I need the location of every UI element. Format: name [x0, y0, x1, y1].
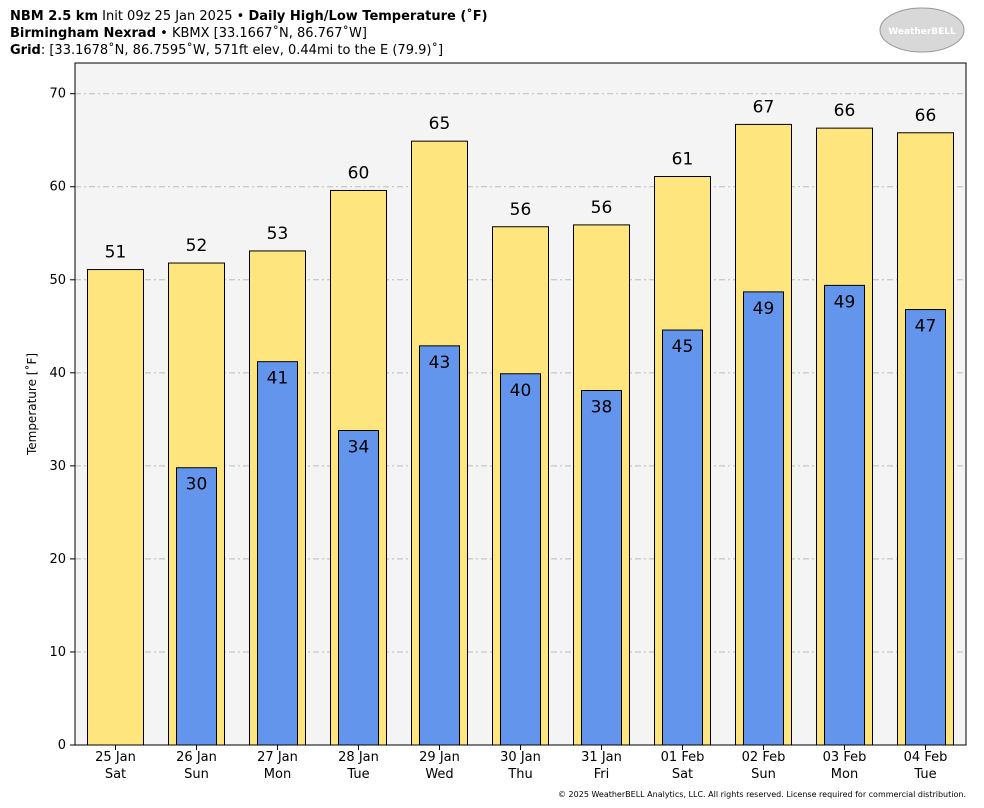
logo-shape: [879, 7, 965, 53]
station-info: • KBMX [33.1667˚N, 86.767˚W]: [160, 25, 367, 41]
x-tick-label: 30 Jan: [500, 750, 541, 765]
value-label: 45: [672, 337, 694, 357]
plot: 0 10 20 30 40 50 60 70 51 25 Jan Sat 52 30 26 Jan Sun 5…: [49, 62, 967, 782]
bar: [743, 291, 784, 746]
value-label: 52: [186, 236, 208, 256]
chart-title: Daily High/Low Temperature (˚F): [248, 8, 487, 24]
x-tick-weekday: Sun: [751, 767, 776, 782]
value-label: 30: [186, 475, 208, 495]
x-tick-label: 28 Jan: [338, 750, 379, 765]
x-tick-label: 25 Jan: [95, 750, 136, 765]
value-label: 67: [753, 97, 775, 117]
bar: [176, 467, 217, 746]
x-tick-label: 26 Jan: [176, 750, 217, 765]
x-tick-weekday: Fri: [594, 767, 610, 782]
value-label: 60: [348, 163, 370, 183]
value-label: 51: [105, 243, 127, 263]
value-label: 56: [510, 200, 532, 220]
grid-info: : [33.1678˚N, 86.7595˚W, 571ft elev, 0.4…: [41, 42, 443, 58]
logo: WeatherBELL: [888, 27, 956, 37]
bar: [662, 329, 703, 746]
bar: [824, 284, 865, 746]
value-label: 43: [429, 353, 451, 373]
x-tick-weekday: Tue: [913, 767, 936, 782]
bar: [905, 309, 946, 746]
x-tick-label: 03 Feb: [823, 750, 867, 765]
y-tick-label: 50: [49, 273, 66, 288]
x-tick-weekday: Mon: [831, 767, 858, 782]
value-label: 38: [591, 398, 613, 418]
value-label: 49: [834, 292, 856, 312]
bar: [87, 269, 144, 746]
value-label: 66: [834, 101, 856, 121]
value-label: 49: [753, 299, 775, 319]
y-tick-label: 0: [58, 738, 66, 753]
bar: [257, 361, 298, 746]
y-tick-label: 40: [49, 366, 66, 381]
x-tick-weekday: Sun: [184, 767, 209, 782]
value-label: 40: [510, 381, 532, 401]
header-line-1: NBM 2.5 km Init 09z 25 Jan 2025 • Daily …: [10, 8, 488, 24]
grid-label: Grid: [10, 43, 41, 58]
value-label: 66: [915, 106, 937, 126]
bar: [581, 390, 622, 746]
header-line-2: Birmingham Nexrad • KBMX [33.1667˚N, 86.…: [10, 25, 367, 41]
x-tick-label: 01 Feb: [661, 750, 705, 765]
x-tick-weekday: Sat: [672, 767, 693, 782]
value-label: 56: [591, 198, 613, 218]
x-tick-weekday: Tue: [346, 767, 369, 782]
bar: [500, 373, 541, 746]
value-label: 61: [672, 150, 694, 170]
x-tick-label: 27 Jan: [257, 750, 298, 765]
y-tick-label: 70: [49, 87, 66, 102]
y-tick-label: 10: [49, 645, 66, 660]
bar: [419, 345, 460, 746]
y-axis-label: Temperature [˚F]: [24, 353, 39, 456]
value-label: 34: [348, 438, 370, 458]
init: Init 09z 25 Jan 2025 •: [102, 9, 244, 24]
model: NBM 2.5 km: [10, 9, 98, 24]
y-tick-label: 20: [49, 552, 66, 567]
value-label: 41: [267, 369, 289, 389]
value-label: 47: [915, 317, 937, 337]
y-tick-label: 30: [49, 459, 66, 474]
x-tick-weekday: Thu: [507, 767, 532, 782]
value-label: 53: [267, 224, 289, 244]
copyright: © 2025 WeatherBELL Analytics, LLC. All r…: [558, 790, 966, 799]
x-tick-weekday: Sat: [105, 767, 126, 782]
x-tick-weekday: Wed: [425, 767, 453, 782]
x-tick-label: 29 Jan: [419, 750, 460, 765]
y-tick-label: 60: [49, 180, 66, 195]
x-tick-weekday: Mon: [264, 767, 291, 782]
header-line-3: Grid: [33.1678˚N, 86.7595˚W, 571ft elev,…: [10, 42, 443, 58]
x-tick-label: 04 Feb: [904, 750, 948, 765]
value-label: 65: [429, 114, 451, 134]
station: Birmingham Nexrad: [10, 26, 156, 41]
x-tick-label: 02 Feb: [742, 750, 786, 765]
bar: [338, 430, 379, 746]
plot-frame: [74, 62, 967, 746]
x-tick-label: 31 Jan: [581, 750, 622, 765]
